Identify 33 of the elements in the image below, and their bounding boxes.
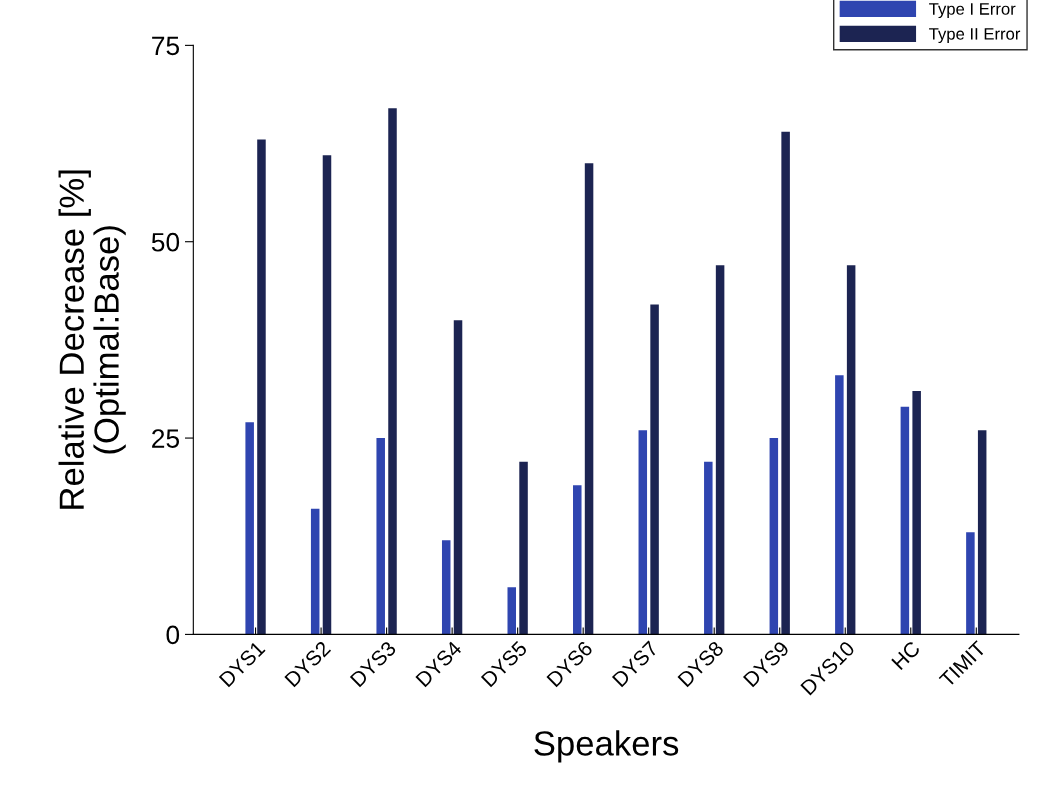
legend-label: Type I Error <box>929 3 1016 19</box>
bar <box>835 375 844 635</box>
bar <box>453 320 463 635</box>
y-axis-title: Relative Decrease [%] (Optimal:Base) <box>58 170 126 509</box>
x-tick-label: HC <box>891 640 922 671</box>
bar <box>257 139 266 635</box>
bar <box>650 304 659 635</box>
bar <box>977 430 987 635</box>
bar <box>900 406 910 635</box>
bar <box>310 508 320 635</box>
bar <box>388 108 397 635</box>
bar <box>519 461 528 635</box>
bar <box>769 438 779 635</box>
legend-label: Type II Error <box>929 28 1021 44</box>
bar <box>584 163 594 635</box>
y-tick-label: 75 <box>152 36 180 56</box>
bar <box>245 422 254 635</box>
y-tick-label: 50 <box>151 232 180 252</box>
bar <box>966 532 975 635</box>
bar <box>507 587 517 635</box>
bar <box>638 430 648 635</box>
bar <box>573 485 582 635</box>
x-axis-title: Speakers <box>534 730 679 763</box>
bar <box>704 461 713 635</box>
bar <box>912 390 921 635</box>
bar <box>846 265 856 635</box>
y-tick-label: 25 <box>152 429 180 448</box>
bar <box>322 155 332 635</box>
bar <box>781 131 790 635</box>
bar <box>376 438 385 635</box>
bar <box>441 540 451 635</box>
bar <box>715 265 725 635</box>
y-tick-label: 0 <box>166 625 180 645</box>
